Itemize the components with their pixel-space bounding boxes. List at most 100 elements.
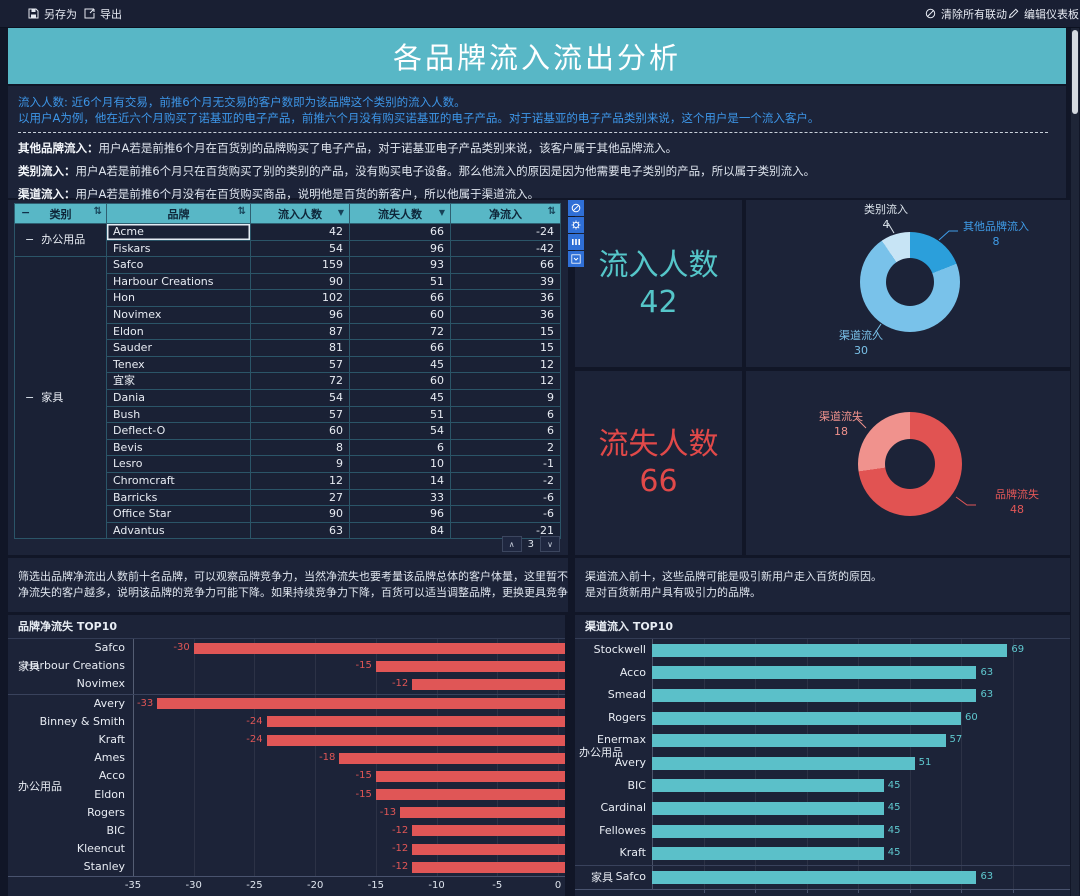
header-outflow[interactable]: 流失人数 ▼ — [349, 203, 451, 224]
brand-cell[interactable]: Dania — [106, 388, 251, 407]
value-cell[interactable]: 15 — [450, 322, 561, 341]
value-cell[interactable]: 66 — [349, 339, 451, 357]
value-cell[interactable]: 96 — [349, 505, 451, 523]
value-cell[interactable]: 12 — [450, 355, 561, 374]
value-cell[interactable]: -6 — [450, 505, 561, 523]
brand-cell[interactable]: Acme — [106, 223, 251, 241]
value-cell[interactable]: 60 — [349, 372, 451, 390]
filter-icon[interactable]: ▼ — [337, 208, 344, 217]
value-cell[interactable]: 90 — [250, 505, 350, 523]
value-cell[interactable]: 87 — [250, 322, 350, 341]
collapse-icon[interactable]: − — [25, 233, 35, 247]
channel-in-bar[interactable] — [652, 847, 884, 861]
value-cell[interactable]: 6 — [450, 422, 561, 440]
net-loss-bar[interactable] — [193, 642, 565, 654]
value-cell[interactable]: 9 — [450, 388, 561, 407]
save-as-button[interactable]: 另存为 — [28, 0, 77, 27]
value-cell[interactable]: 159 — [250, 256, 350, 274]
value-cell[interactable]: 102 — [250, 289, 350, 307]
header-brand[interactable]: 品牌 ⇅ — [106, 203, 251, 224]
value-cell[interactable]: 12 — [450, 372, 561, 390]
value-cell[interactable]: 36 — [450, 305, 561, 324]
value-cell[interactable]: 9 — [250, 455, 350, 473]
brand-cell[interactable]: Barricks — [106, 488, 251, 507]
channel-in-plot[interactable]: 办公用品 Stockwell 69 Acco 63 Smead 63 Rogers 60 Ener… — [575, 639, 1070, 889]
value-cell[interactable]: 27 — [250, 488, 350, 507]
brand-cell[interactable]: Lesro — [106, 455, 251, 473]
channel-in-bar[interactable] — [652, 824, 884, 838]
channel-in-bar[interactable] — [652, 734, 946, 748]
value-cell[interactable]: 96 — [349, 239, 451, 258]
collapse-all-icon[interactable]: − — [21, 206, 31, 219]
filter-icon[interactable]: ▼ — [438, 208, 445, 217]
channel-in-bar[interactable] — [652, 688, 977, 702]
channel-in-bar[interactable] — [652, 711, 961, 725]
value-cell[interactable]: 60 — [349, 305, 451, 324]
brand-cell[interactable]: Bevis — [106, 438, 251, 457]
brand-cell[interactable]: Bush — [106, 405, 251, 424]
page-down-button[interactable]: ∨ — [540, 536, 560, 552]
category-cell[interactable]: − 办公用品 — [14, 222, 107, 258]
value-cell[interactable]: 72 — [250, 372, 350, 390]
clear-linkage-mini-icon[interactable] — [568, 200, 584, 216]
value-cell[interactable]: -2 — [450, 471, 561, 490]
channel-in-bar[interactable] — [652, 779, 884, 793]
net-loss-bar[interactable] — [400, 807, 565, 819]
net-loss-bar[interactable] — [375, 660, 565, 672]
channel-in-bar[interactable] — [652, 666, 977, 680]
value-cell[interactable]: 45 — [349, 355, 451, 374]
value-cell[interactable]: 8 — [250, 438, 350, 457]
detail-columns-icon[interactable] — [568, 234, 584, 250]
value-cell[interactable]: -24 — [450, 223, 561, 241]
brand-cell[interactable]: Office Star — [106, 505, 251, 523]
net-loss-bar[interactable] — [412, 843, 565, 855]
value-cell[interactable]: 6 — [349, 438, 451, 457]
brand-cell[interactable]: Fiskars — [106, 239, 251, 258]
brand-cell[interactable]: Hon — [106, 289, 251, 307]
value-cell[interactable]: 60 — [250, 422, 350, 440]
net-loss-bar[interactable] — [412, 825, 565, 837]
page-scrollbar-thumb[interactable] — [1072, 30, 1078, 114]
value-cell[interactable]: 90 — [250, 272, 350, 291]
brand-cell[interactable]: Chromcraft — [106, 471, 251, 490]
value-cell[interactable]: 72 — [349, 322, 451, 341]
brand-cell[interactable]: Tenex — [106, 355, 251, 374]
value-cell[interactable]: 45 — [349, 388, 451, 407]
edit-dashboard-button[interactable]: 编辑仪表板 — [1008, 0, 1079, 27]
settings-gear-icon[interactable] — [568, 217, 584, 233]
net-loss-bar[interactable] — [157, 698, 565, 710]
brand-cell[interactable]: Novimex — [106, 305, 251, 324]
value-cell[interactable]: 66 — [349, 289, 451, 307]
value-cell[interactable]: 63 — [250, 521, 350, 540]
channel-in-bar[interactable] — [652, 801, 884, 815]
brand-cell[interactable]: Eldon — [106, 322, 251, 341]
category-cell[interactable]: − 家具 — [14, 256, 107, 540]
header-inflow[interactable]: 流入人数 ▼ — [250, 203, 350, 224]
value-cell[interactable]: 51 — [349, 272, 451, 291]
brand-cell[interactable]: Harbour Creations — [106, 272, 251, 291]
net-loss-bar[interactable] — [412, 861, 565, 873]
page-scrollbar-track[interactable] — [1071, 28, 1079, 896]
sort-icon[interactable]: ⇅ — [237, 206, 246, 217]
net-loss-bar[interactable] — [412, 678, 565, 690]
net-loss-bar[interactable] — [339, 752, 565, 764]
brand-cell[interactable]: Deflect-O — [106, 422, 251, 440]
value-cell[interactable]: 54 — [250, 239, 350, 258]
brand-cell[interactable]: Safco — [106, 256, 251, 274]
net-loss-bar[interactable] — [375, 770, 565, 782]
value-cell[interactable]: 93 — [349, 256, 451, 274]
sort-icon[interactable]: ⇅ — [547, 206, 556, 217]
value-cell[interactable]: 54 — [349, 422, 451, 440]
header-category[interactable]: − 类别 ⇅ — [14, 203, 107, 224]
value-cell[interactable]: 42 — [250, 223, 350, 241]
channel-in-bar[interactable] — [652, 643, 1008, 657]
value-cell[interactable]: 51 — [349, 405, 451, 424]
value-cell[interactable]: 66 — [450, 256, 561, 274]
page-up-button[interactable]: ∧ — [501, 536, 522, 552]
net-loss-bar[interactable] — [266, 734, 565, 746]
clear-linkage-button[interactable]: 清除所有联动 — [925, 0, 1007, 27]
sort-icon[interactable]: ⇅ — [93, 206, 102, 217]
value-cell[interactable]: 96 — [250, 305, 350, 324]
channel-in-bar[interactable] — [652, 756, 915, 770]
net-loss-bar[interactable] — [375, 789, 565, 801]
